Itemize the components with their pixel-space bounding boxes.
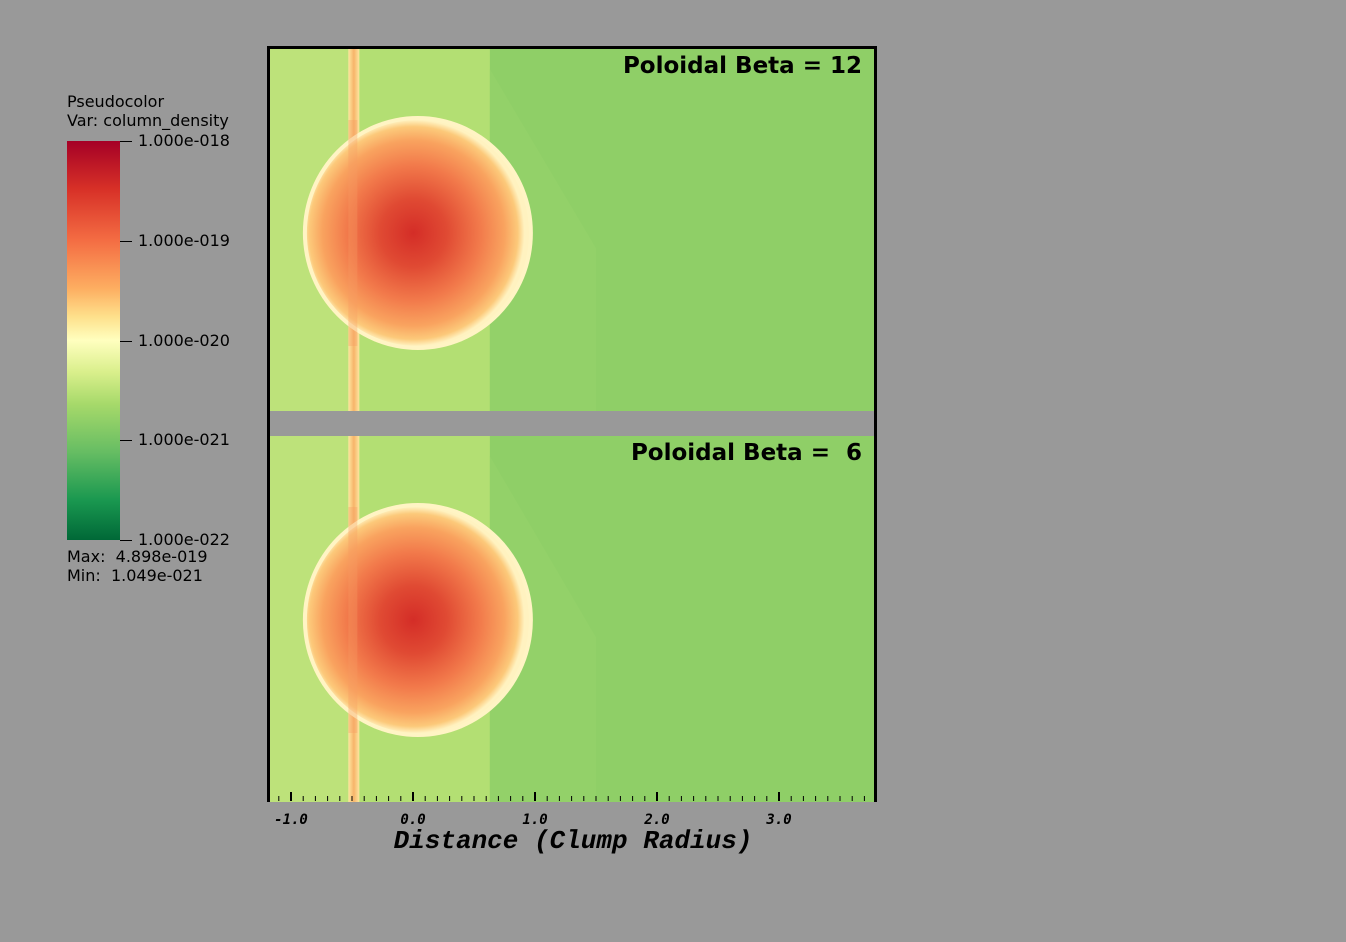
colorbar-tick <box>120 540 132 541</box>
colorbar <box>67 141 120 540</box>
colorbar-tick <box>120 241 132 242</box>
colorbar-tick <box>120 341 132 342</box>
colorbar-tick-label: 1.000e-019 <box>138 231 230 250</box>
panel-beta-12: Poloidal Beta = 12 <box>270 49 874 411</box>
colorbar-tick-label: 1.000e-021 <box>138 430 230 449</box>
wake-region <box>489 456 596 802</box>
density-map-beta-6 <box>270 436 874 802</box>
legend-min: Min: 1.049e-021 <box>67 566 203 585</box>
plot-frame: Poloidal Beta = 12 Poloidal Beta = 6 <box>267 46 877 802</box>
wake-region <box>489 69 596 411</box>
legend-variable: Var: column_density <box>67 111 229 130</box>
panel-title-beta-6: Poloidal Beta = 6 <box>630 440 862 466</box>
colorbar-tick-label: 1.000e-022 <box>138 530 230 549</box>
panel-beta-6: Poloidal Beta = 6 <box>270 436 874 802</box>
density-clump <box>306 507 529 733</box>
density-map-beta-12 <box>270 49 874 411</box>
x-tick-label: -1.0 <box>274 812 308 828</box>
filament-overlap <box>348 120 358 346</box>
x-tick-label: 2.0 <box>644 812 670 828</box>
panel-title-beta-12: Poloidal Beta = 12 <box>622 53 862 79</box>
legend-title: Pseudocolor <box>67 92 165 111</box>
colorbar-tick-label: 1.000e-020 <box>138 331 230 350</box>
x-axis-label: Distance (Clump Radius) <box>393 826 753 856</box>
x-tick-label: 3.0 <box>766 812 792 828</box>
filament-overlap <box>348 507 358 733</box>
colorbar-tick <box>120 440 132 441</box>
density-clump <box>306 120 529 346</box>
legend-max: Max: 4.898e-019 <box>67 547 208 566</box>
x-tick-label: 1.0 <box>522 812 548 828</box>
colorbar-tick-label: 1.000e-018 <box>138 131 230 150</box>
x-tick-label: 0.0 <box>400 812 426 828</box>
colorbar-tick <box>120 141 132 142</box>
